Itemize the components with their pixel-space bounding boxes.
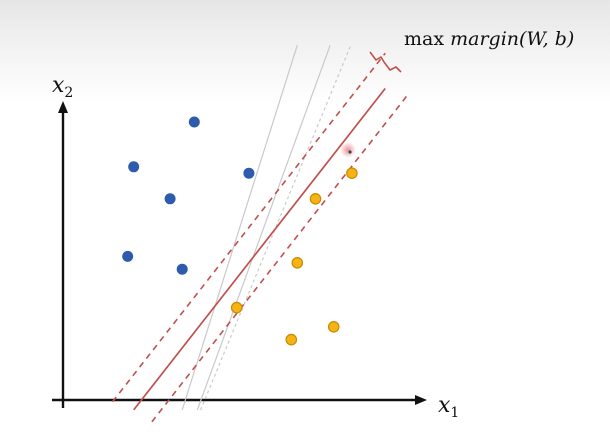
margin-brace	[369, 51, 402, 73]
y-axis-subscript: 2	[64, 85, 73, 101]
highlight-glow	[340, 142, 356, 158]
class-b-point	[230, 301, 243, 314]
title-op: max	[404, 28, 444, 50]
decision-boundary	[133, 87, 386, 411]
x-axis-arrowhead	[415, 395, 427, 405]
margin-lines	[111, 52, 411, 423]
class-a-point	[243, 167, 255, 179]
candidate-lines	[181, 44, 352, 411]
x-axis-subscript: 1	[450, 405, 459, 421]
x-axis-var: x	[438, 393, 451, 418]
class-b-point	[291, 256, 304, 269]
y-axis-var: x	[52, 73, 65, 98]
margin-line-upper	[111, 52, 386, 403]
class-b-point	[285, 333, 298, 346]
class-a-point	[176, 263, 188, 275]
class-a-point	[188, 116, 200, 128]
class-b-point	[327, 320, 340, 333]
x-axis-label: x1	[438, 393, 459, 421]
hyperplane-group	[133, 87, 386, 411]
axes	[52, 101, 427, 408]
data-points	[122, 116, 358, 346]
candidate-line-3	[181, 45, 298, 411]
margin-line-lower	[151, 92, 411, 423]
class-a-point	[128, 161, 140, 173]
y-axis-arrowhead	[58, 101, 68, 113]
title-formula: max margin(W, b)	[404, 28, 574, 50]
title-expr: margin(W, b)	[450, 28, 574, 50]
class-b-point	[309, 193, 322, 205]
candidate-line-1	[196, 44, 331, 411]
class-a-point	[164, 193, 176, 205]
class-a-point	[122, 250, 134, 262]
class-b-point	[346, 167, 358, 179]
y-axis-label: x2	[52, 73, 73, 101]
